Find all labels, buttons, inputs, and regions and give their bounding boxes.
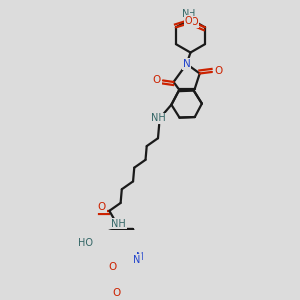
- Text: N: N: [136, 253, 144, 262]
- Text: O: O: [108, 262, 116, 272]
- Text: O: O: [98, 202, 106, 212]
- Text: N: N: [183, 59, 190, 69]
- Text: NH: NH: [111, 219, 126, 229]
- Text: N: N: [182, 9, 190, 19]
- Text: NH: NH: [151, 113, 166, 123]
- Text: O: O: [153, 75, 161, 85]
- Text: H: H: [188, 9, 196, 19]
- Text: O: O: [184, 16, 192, 26]
- Text: N: N: [134, 255, 141, 265]
- Text: O: O: [190, 17, 198, 27]
- Text: O: O: [112, 288, 120, 298]
- Text: O: O: [214, 66, 222, 76]
- Text: HO: HO: [78, 238, 93, 248]
